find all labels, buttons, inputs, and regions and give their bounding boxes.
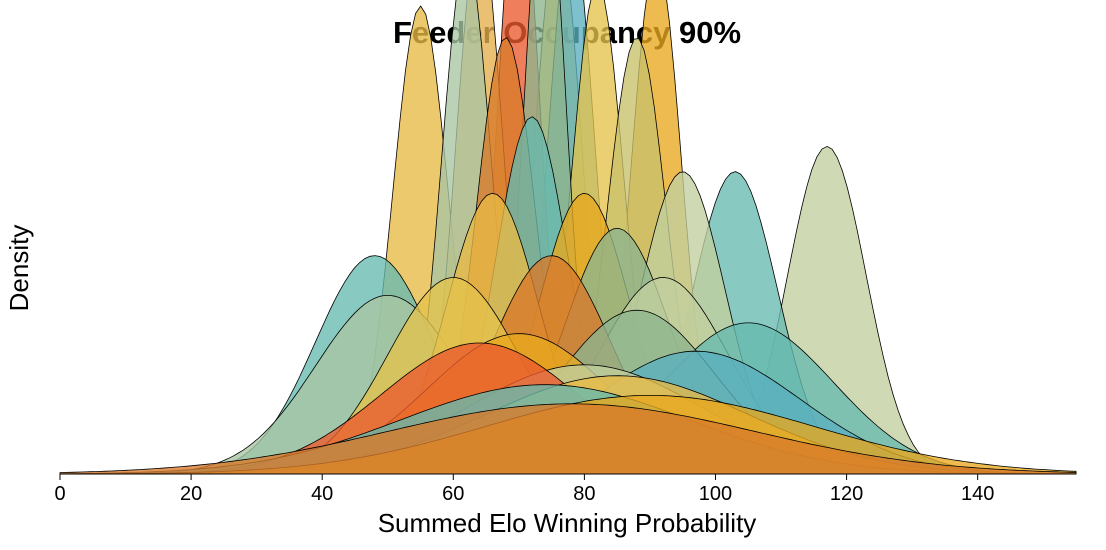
x-tick-label: 80 xyxy=(573,483,595,505)
x-tick-label: 60 xyxy=(442,483,464,505)
x-tick-label: 120 xyxy=(830,483,863,505)
x-tick-label: 100 xyxy=(699,483,732,505)
x-tick-label: 40 xyxy=(311,483,333,505)
x-axis-title: Summed Elo Winning Probability xyxy=(378,508,757,538)
density-curves xyxy=(59,0,1077,475)
y-axis-title: Density xyxy=(4,225,34,312)
x-tick-label: 140 xyxy=(961,483,994,505)
x-tick-label: 20 xyxy=(180,483,202,505)
x-axis-ticks: 0 20 40 60 80 100 120 140 xyxy=(54,474,994,505)
x-tick-label: 0 xyxy=(54,483,65,505)
density-curve-33 xyxy=(59,403,1077,475)
